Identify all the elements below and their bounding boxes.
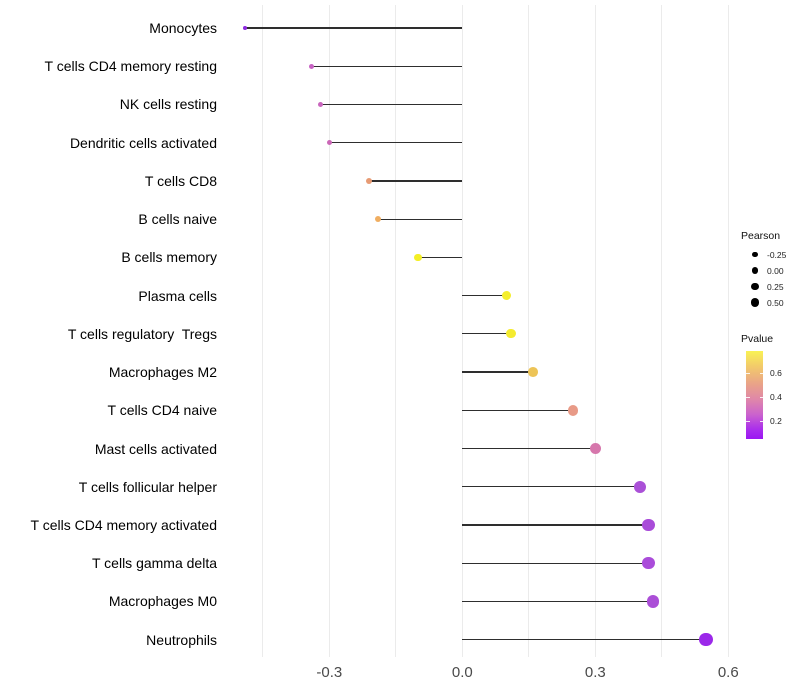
data-point	[317, 101, 324, 108]
lollipop-stem	[462, 409, 574, 411]
lollipop-stem	[311, 65, 463, 67]
data-point	[646, 595, 660, 608]
y-axis-label: Macrophages M2	[108, 364, 217, 381]
data-point	[374, 215, 382, 223]
lollipop-stem	[462, 447, 596, 450]
size-legend-dot	[752, 251, 758, 258]
data-point	[414, 253, 422, 262]
x-tick-label: 0.0	[451, 664, 473, 681]
y-axis-label: T cells CD8	[144, 172, 217, 189]
gridline	[262, 5, 264, 657]
gridline	[528, 5, 530, 657]
data-point	[633, 480, 646, 493]
y-axis-label: T cells regulatory Tregs	[67, 325, 217, 342]
size-legend-dot	[751, 282, 759, 291]
lollipop-stem	[320, 103, 463, 106]
x-tick-label: 0.3	[584, 664, 606, 681]
colorbar-tick-mark	[759, 396, 763, 398]
size-legend-value: -0.25	[767, 249, 787, 260]
lollipop-stem	[462, 371, 534, 373]
colorbar-tick-mark	[746, 396, 750, 398]
size-legend-dot	[751, 267, 759, 274]
gridline	[461, 5, 463, 657]
colorbar-tick-mark	[746, 372, 750, 374]
lollipop-stem	[417, 256, 463, 259]
lollipop-stem	[462, 639, 707, 641]
y-axis-label: B cells naive	[138, 211, 217, 228]
lollipop-stem	[245, 27, 463, 29]
gridline	[727, 5, 729, 657]
y-axis-label: T cells CD4 memory resting	[44, 58, 217, 75]
data-point	[642, 518, 655, 532]
y-axis-label: T cells follicular helper	[78, 478, 217, 495]
colorbar-tick-mark	[759, 372, 763, 374]
gridline	[594, 5, 596, 657]
data-point	[366, 177, 373, 185]
lollipop-stem	[369, 180, 463, 182]
colorbar-tick-label: 0.2	[770, 415, 782, 426]
y-axis-label: Neutrophils	[146, 631, 217, 648]
data-point	[642, 557, 655, 570]
lollipop-stem	[462, 333, 512, 335]
lollipop-stem	[462, 562, 649, 564]
x-tick-label: -0.3	[316, 664, 343, 681]
data-point	[589, 443, 601, 455]
y-axis-label: T cells CD4 naive	[107, 402, 217, 419]
data-point	[502, 291, 512, 301]
y-axis-label: T cells gamma delta	[91, 555, 217, 572]
colorbar-tick-mark	[759, 420, 763, 422]
gridline	[661, 5, 663, 657]
data-point	[326, 139, 333, 146]
size-legend-title: Pearson	[741, 230, 781, 242]
lollipop-stem	[462, 600, 653, 603]
x-tick-label: 0.6	[717, 664, 739, 681]
lollipop-stem	[462, 524, 649, 526]
y-axis-label: T cells CD4 memory activated	[30, 516, 217, 533]
lollipop-stem	[378, 218, 463, 220]
lollipop-stem	[462, 294, 507, 297]
size-legend-dot	[750, 298, 760, 307]
data-point	[567, 405, 579, 416]
color-legend-title: Pvalue	[741, 333, 774, 345]
lollipop-stem	[462, 486, 640, 488]
y-axis-label: Monocytes	[149, 20, 217, 36]
colorbar-tick-label: 0.4	[770, 391, 782, 402]
size-legend-value: 0.50	[767, 297, 784, 308]
y-axis-label: Mast cells activated	[94, 440, 217, 457]
size-legend-value: 0.25	[767, 281, 784, 292]
colorbar-tick-mark	[746, 420, 750, 422]
y-axis-label: Plasma cells	[138, 287, 217, 304]
y-axis-label: Dendritic cells activated	[69, 134, 217, 151]
y-axis-label: B cells memory	[121, 249, 217, 266]
data-point	[699, 633, 713, 647]
data-point	[243, 26, 247, 30]
gridline	[328, 5, 330, 657]
data-point	[506, 329, 516, 339]
size-legend-value: 0.00	[767, 265, 784, 276]
data-point	[308, 63, 315, 69]
colorbar-tick-label: 0.6	[770, 367, 782, 378]
lollipop-stem	[329, 142, 463, 144]
pvalue-colorbar	[746, 351, 763, 439]
gridline	[395, 5, 397, 657]
y-axis-label: Macrophages M0	[108, 593, 217, 610]
data-point	[528, 367, 539, 377]
y-axis-label: NK cells resting	[119, 96, 217, 113]
